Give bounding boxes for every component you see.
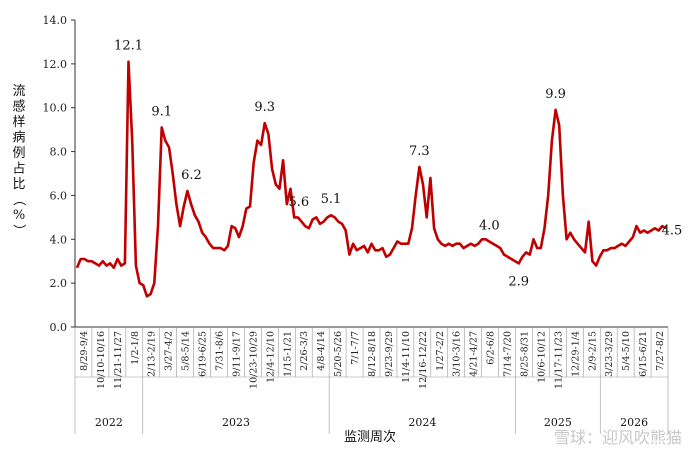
x-tick-label: 3/23-3/29 [604,331,615,377]
year-label: 2025 [544,416,572,429]
data-labels: 12.1 9.1 6.2 9.3 5.6 5.1 7.3 4.0 2.9 9.9 4.5 [114,39,682,290]
x-tick-label: 5/20-5/26 [333,331,344,377]
data-label: 4.0 [479,218,500,233]
x-tick-label: 8/29-9/4 [79,331,90,371]
x-tick-label: 12/4-12/10 [265,331,276,383]
x-tick-label: 12/29-1/4 [570,331,581,377]
y-axis-title-char: 占 [12,162,25,177]
data-label: 5.6 [288,195,309,210]
x-tick-label: 5/4-5/10 [621,331,632,371]
data-label: 4.5 [662,224,683,239]
x-tick-label: 6/19-6/25 [198,331,209,377]
x-tick-label: 11/17-11/23 [553,331,564,389]
series-line [75,60,667,298]
year-label: 2022 [95,416,123,429]
year-label: 2026 [620,416,648,429]
y-axis-title-char: 流 [12,84,25,99]
year-labels: 2022 2023 2024 2025 2026 [74,376,669,434]
x-tick-label: 5/8-5/14 [181,331,192,371]
y-axis-title-char: ） [11,224,26,237]
x-tick-label: 4/21-4/27 [469,331,480,377]
data-label: 7.3 [409,144,430,159]
x-tick-label: 3/10-3/16 [452,331,463,377]
y-axis-title-char: （ [11,193,26,206]
x-tick-label: 3/27-4/2 [164,331,175,371]
y-tick-label: 8.0 [50,146,68,159]
x-tick-label: 2/26-3/3 [299,331,310,371]
y-axis: 0.0 2.0 4.0 6.0 8.0 10.0 12.0 14.0 [43,14,76,334]
y-tick-label: 0.0 [50,321,68,334]
x-tick-label: 11/4-11/10 [401,331,412,383]
y-tick-label: 6.0 [50,189,68,202]
x-tick-label: 2/9-2/15 [587,331,598,371]
y-axis-title-char: 比 [12,177,25,192]
y-axis-title-char: 感 [12,99,25,115]
x-tick-label: 8/12-8/18 [367,331,378,377]
data-label: 9.9 [545,87,566,102]
y-tick-label: 4.0 [50,233,68,246]
data-label: 6.2 [181,168,202,183]
x-tick-label: 7/31-8/6 [215,331,226,371]
y-axis-title-char: % [13,208,25,223]
x-tick-label: 6/15-6/21 [638,331,649,377]
x-tick-label: 10/6-10/12 [536,331,547,383]
x-tick-label: 2/13-2/19 [147,331,158,377]
y-axis-title-char: 病 [12,131,25,146]
y-axis-title-char: 例 [12,146,25,161]
y-axis-title-char: 样 [12,115,25,130]
y-tick-label: 12.0 [43,58,68,71]
x-tick-label: 6/2-6/8 [486,331,497,365]
x-tick-label: 1/2-1/8 [130,331,141,365]
data-label: 9.3 [254,100,275,115]
data-label: 12.1 [114,39,143,54]
x-axis: 8/29-9/4 10/10-10/16 11/21-11/27 1/2-1/8 2/1… [74,326,669,389]
x-tick-label: 7/27-8/2 [655,331,666,371]
x-tick-label: 9/23-9/29 [384,331,395,377]
x-tick-label: 9/11-9/17 [231,331,242,377]
x-tick-label: 7/14-7/20 [503,331,514,377]
x-tick-label: 7/1-7/7 [350,331,361,365]
x-tick-label: 8/25-8/31 [519,331,530,377]
data-label: 5.1 [321,192,342,207]
y-tick-label: 2.0 [50,277,68,290]
watermark: 雪球：迎风吹熊猫 [553,428,682,447]
year-label: 2023 [222,416,250,429]
y-tick-label: 10.0 [43,102,68,115]
x-tick-label: 4/8-4/14 [316,331,327,371]
data-label: 9.1 [151,104,172,119]
x-tick-label: 12/16-12/22 [418,331,429,389]
data-label: 2.9 [508,274,529,289]
x-tick-label: 1/15-1/21 [282,331,293,377]
x-tick-label: 11/21-11/27 [113,331,124,389]
x-tick-label: 10/23-10/29 [248,331,259,389]
y-tick-label: 14.0 [43,14,68,27]
x-tick-label: 1/27-2/2 [435,331,446,371]
x-tick-label: 10/10-10/16 [96,331,107,389]
year-label: 2024 [408,416,436,429]
x-axis-title: 监测周次 [344,429,396,445]
